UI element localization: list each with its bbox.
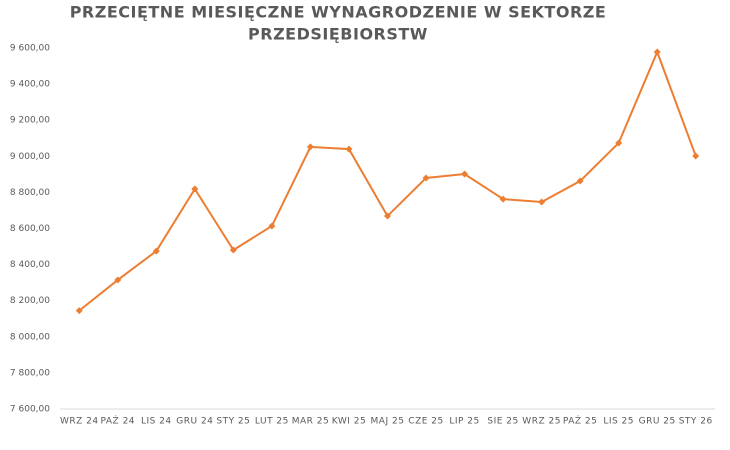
marker bbox=[114, 276, 122, 284]
marker bbox=[461, 170, 469, 178]
x-tick-label: LIP 25 bbox=[449, 417, 479, 427]
line bbox=[78, 49, 697, 312]
marker bbox=[576, 177, 584, 185]
x-tick-label: STY 25 bbox=[216, 417, 250, 427]
marker bbox=[538, 198, 546, 206]
y-tick-label: 9 200,00 bbox=[10, 116, 50, 126]
x-tick-label: SIE 25 bbox=[487, 417, 518, 427]
x-tick-label: MAR 25 bbox=[292, 417, 330, 427]
x-tick-label: PAŹ 24 bbox=[101, 415, 136, 427]
x-tick-label: KWI 25 bbox=[332, 417, 366, 427]
marker bbox=[268, 222, 276, 230]
x-tick-label: MAJ 25 bbox=[371, 417, 405, 427]
y-tick-label: 7 800,00 bbox=[10, 368, 50, 378]
x-tick-label: LUT 25 bbox=[255, 417, 289, 427]
y-tick-label: 8 400,00 bbox=[10, 260, 50, 270]
marker bbox=[345, 145, 353, 153]
marker bbox=[152, 247, 160, 255]
x-tick-label: PAŹ 25 bbox=[563, 415, 598, 427]
marker bbox=[191, 185, 199, 193]
marker bbox=[422, 174, 430, 182]
marker bbox=[229, 246, 237, 254]
x-tick-label: WRZ 24 bbox=[60, 417, 99, 427]
y-tick-label: 9 000,00 bbox=[10, 152, 50, 162]
y-tick-label: 8 600,00 bbox=[10, 224, 50, 234]
x-tick-label: LIS 25 bbox=[603, 417, 634, 427]
marker bbox=[615, 139, 623, 147]
marker bbox=[653, 48, 661, 56]
marker bbox=[306, 143, 314, 151]
marker bbox=[499, 195, 507, 203]
chart-title: PRZEDSIĘBIORSTW bbox=[248, 25, 428, 44]
y-tick-label: 9 400,00 bbox=[10, 80, 50, 90]
y-tick-label: 8 200,00 bbox=[10, 296, 50, 306]
x-tick-label: CZE 25 bbox=[408, 417, 443, 427]
y-tick-label: 7 600,00 bbox=[10, 405, 50, 415]
chart-title: PRZECIĘTNE MIESIĘCZNE WYNAGRODZENIE W SE… bbox=[70, 3, 607, 22]
marker bbox=[75, 307, 83, 315]
x-tick-label: STY 26 bbox=[679, 417, 713, 427]
y-tick-label: 9 600,00 bbox=[10, 44, 50, 54]
x-tick-label: WRZ 25 bbox=[522, 417, 561, 427]
marker bbox=[384, 212, 391, 220]
x-tick-label: LIS 24 bbox=[141, 417, 172, 427]
marker bbox=[692, 152, 700, 160]
x-tick-label: GRU 24 bbox=[176, 417, 213, 427]
x-tick-label: GRU 25 bbox=[639, 417, 676, 427]
y-tick-label: 8 800,00 bbox=[10, 188, 50, 198]
y-tick-label: 8 000,00 bbox=[10, 332, 50, 342]
